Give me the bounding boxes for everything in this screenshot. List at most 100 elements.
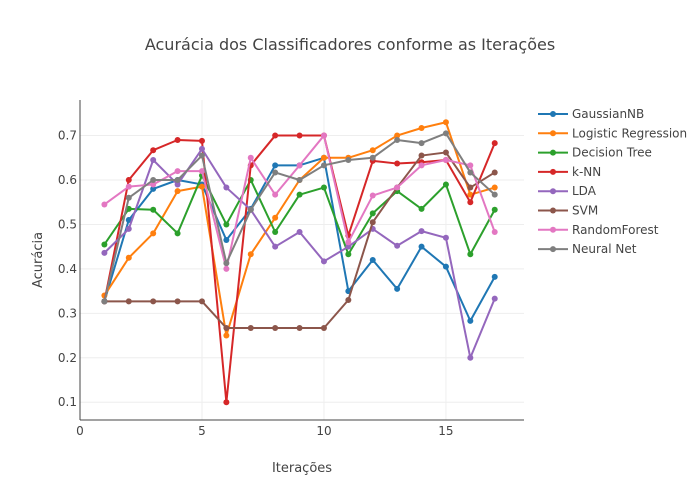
- data-point: [467, 199, 474, 206]
- legend-swatch-marker: [550, 246, 556, 253]
- data-point: [223, 265, 230, 272]
- data-point: [296, 177, 303, 183]
- data-point: [296, 229, 303, 235]
- data-point: [296, 162, 303, 169]
- data-point: [467, 169, 474, 176]
- x-tick-label: 0: [76, 424, 84, 438]
- data-point: [125, 177, 132, 183]
- legend-label: k-NN: [572, 165, 601, 179]
- data-point: [442, 149, 449, 156]
- legend-swatch-marker: [550, 149, 556, 156]
- legend-item: GaussianNB: [538, 107, 644, 121]
- legend-item: LDA: [538, 184, 597, 198]
- legend-swatch-marker: [550, 111, 556, 117]
- legend-item: SVM: [538, 204, 598, 218]
- data-point: [467, 251, 474, 258]
- data-point: [125, 217, 132, 223]
- data-point: [296, 132, 303, 139]
- series-line: [103, 134, 496, 270]
- data-point: [223, 184, 230, 191]
- data-point: [320, 184, 327, 191]
- y-axis-title: Acurácia: [31, 232, 46, 288]
- legend-item: Neural Net: [538, 242, 637, 256]
- data-point: [150, 230, 157, 237]
- plot-area: [101, 119, 498, 406]
- legend-label: Neural Net: [572, 242, 637, 256]
- data-point: [345, 157, 352, 163]
- data-point: [101, 249, 108, 256]
- data-point: [125, 225, 132, 232]
- y-tick-label: 0.4: [58, 262, 77, 276]
- axes: [79, 100, 524, 421]
- y-tick-label: 0.3: [58, 306, 77, 320]
- data-point: [223, 325, 230, 331]
- data-point: [198, 168, 205, 175]
- data-point: [174, 137, 181, 143]
- data-point: [272, 243, 279, 250]
- data-point: [394, 137, 401, 143]
- x-tick-label: 10: [316, 424, 331, 438]
- data-point: [345, 251, 352, 258]
- data-point: [247, 154, 254, 161]
- data-point: [369, 210, 376, 217]
- data-point: [198, 183, 205, 190]
- data-point: [491, 229, 498, 235]
- data-point: [125, 194, 132, 201]
- data-point: [101, 298, 108, 305]
- data-point: [345, 297, 352, 303]
- data-point: [223, 332, 230, 339]
- legend-swatch-marker: [550, 130, 556, 137]
- data-point: [369, 257, 376, 263]
- legend-label: Decision Tree: [572, 146, 652, 160]
- x-tick-label: 5: [198, 424, 206, 438]
- data-point: [296, 191, 303, 198]
- data-point: [491, 295, 498, 302]
- legend-item: RandomForest: [538, 223, 659, 237]
- data-point: [272, 132, 279, 139]
- data-point: [150, 177, 157, 183]
- data-point: [442, 234, 449, 241]
- data-point: [394, 242, 401, 249]
- legend-swatch-marker: [550, 226, 556, 233]
- data-point: [272, 229, 279, 235]
- data-point: [491, 140, 498, 147]
- data-point: [247, 325, 254, 331]
- data-point: [150, 298, 157, 305]
- data-point: [491, 206, 498, 213]
- data-point: [125, 183, 132, 190]
- data-point: [491, 191, 498, 198]
- data-point: [491, 184, 498, 191]
- legend-item: k-NN: [538, 165, 601, 179]
- legend-label: SVM: [572, 204, 598, 218]
- data-point: [418, 162, 425, 169]
- data-point: [125, 254, 132, 261]
- data-point: [150, 157, 157, 163]
- data-point: [320, 132, 327, 139]
- data-point: [174, 168, 181, 175]
- y-tick-label: 0.1: [58, 395, 77, 409]
- data-point: [418, 125, 425, 131]
- data-point: [442, 119, 449, 126]
- data-point: [418, 140, 425, 147]
- data-point: [467, 162, 474, 169]
- legend-swatch-marker: [550, 207, 556, 214]
- series-logistic-regression: [101, 119, 498, 339]
- data-point: [369, 147, 376, 154]
- data-point: [174, 298, 181, 305]
- legend-label: Logistic Regression: [572, 126, 687, 140]
- data-point: [174, 188, 181, 195]
- legend: GaussianNB Logistic Regression Decision Tr…: [538, 107, 687, 256]
- data-point: [345, 239, 352, 246]
- legend-item: Logistic Regression: [538, 126, 687, 140]
- data-point: [272, 162, 279, 169]
- data-point: [320, 258, 327, 265]
- data-point: [125, 298, 132, 305]
- data-point: [150, 185, 157, 192]
- data-point: [223, 237, 230, 243]
- data-point: [320, 154, 327, 161]
- data-point: [442, 130, 449, 137]
- data-point: [150, 206, 157, 213]
- data-point: [101, 241, 108, 248]
- data-point: [198, 145, 205, 152]
